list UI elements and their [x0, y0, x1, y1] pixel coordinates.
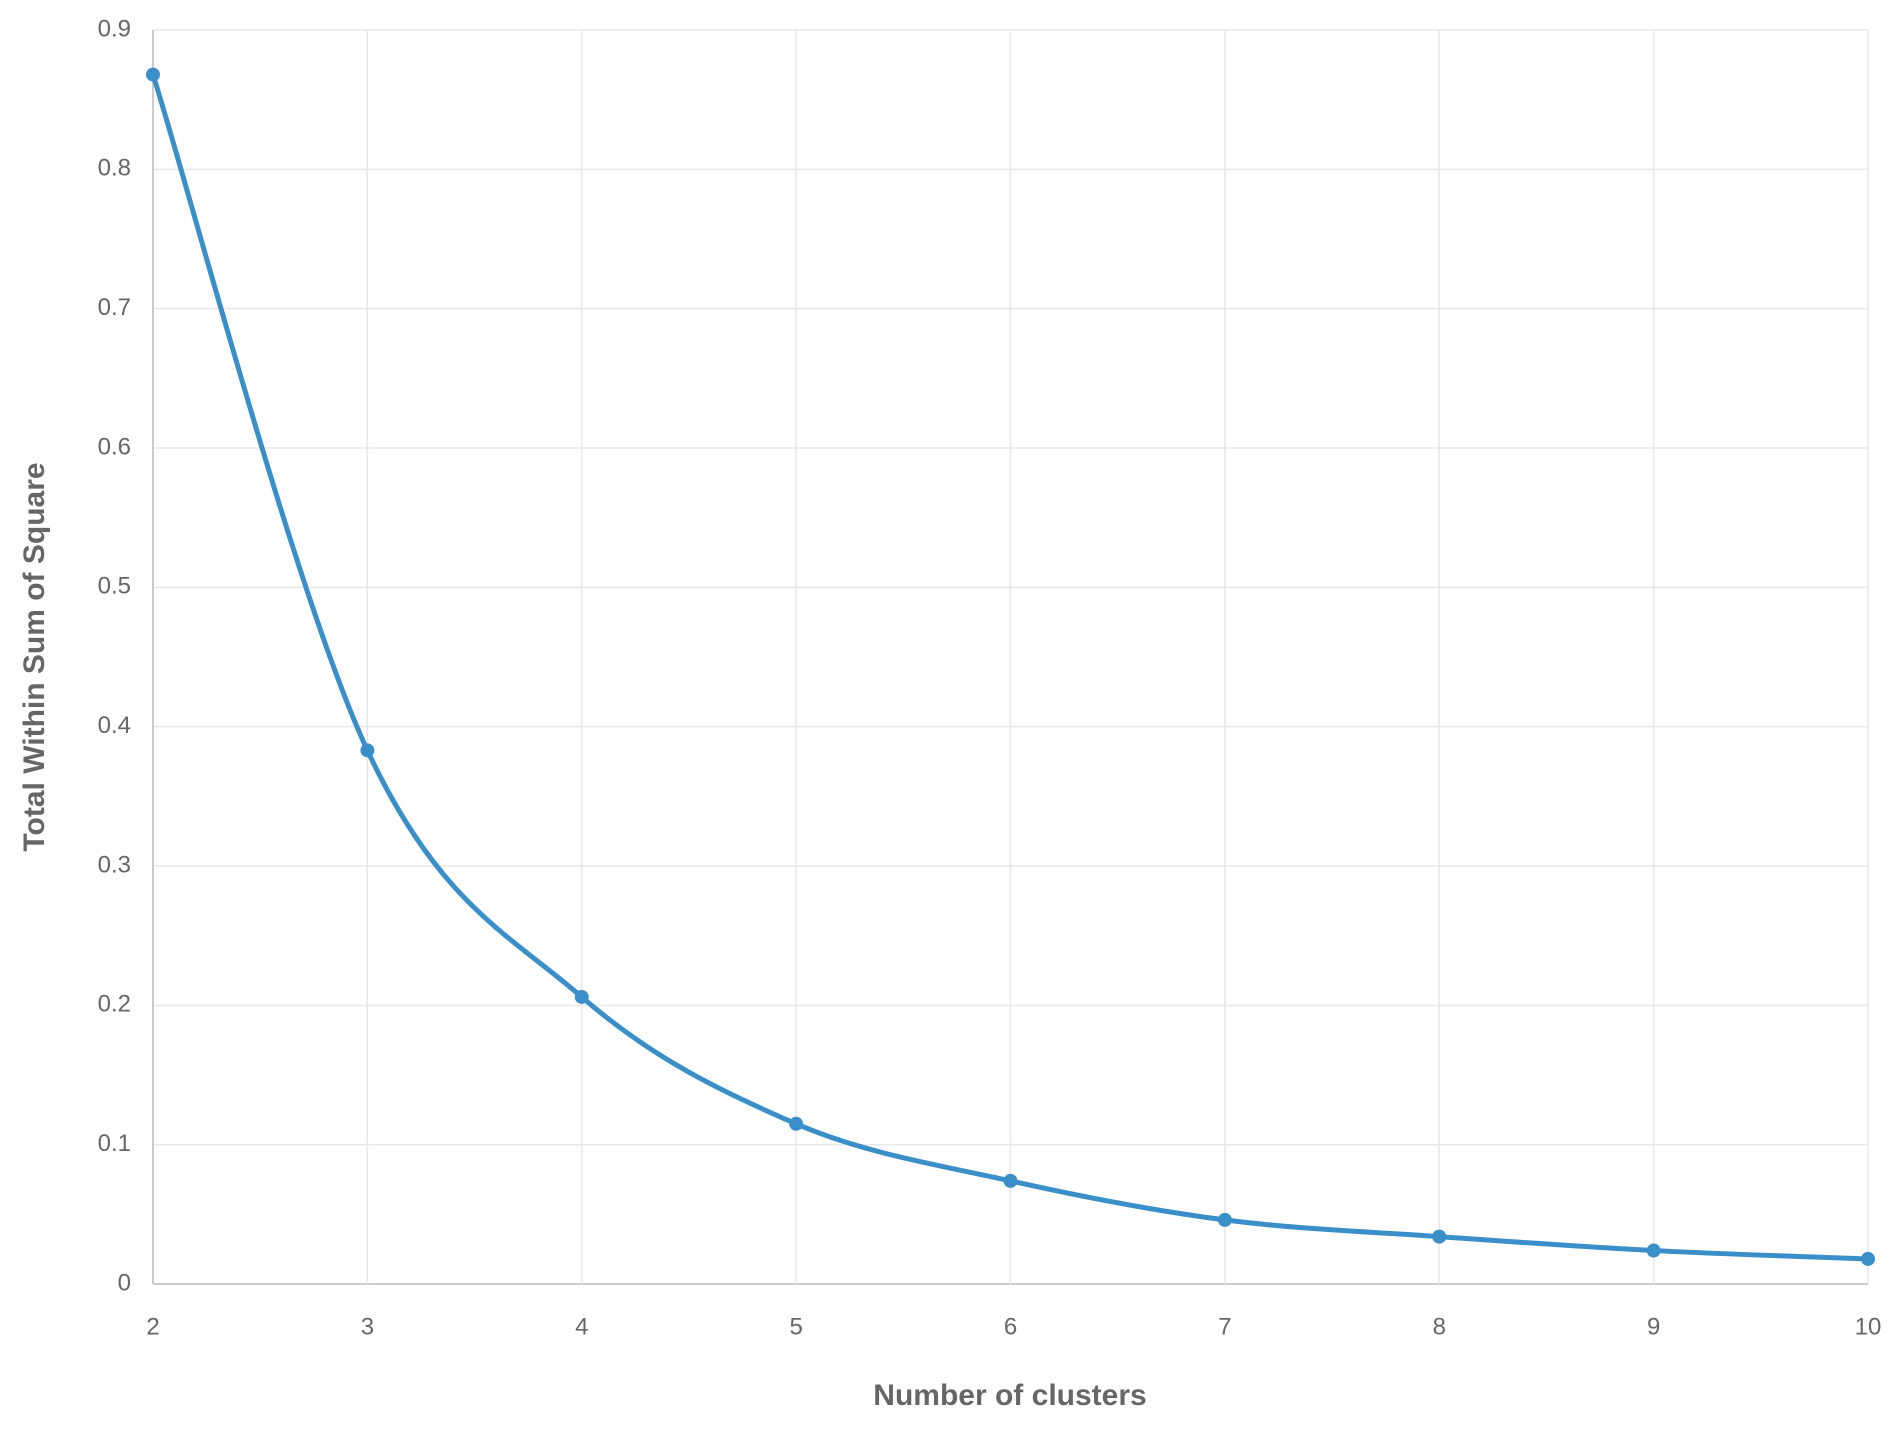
y-tick-label: 0.5	[98, 573, 131, 600]
y-tick-label: 0.8	[98, 155, 131, 182]
line	[150, 73, 1869, 1262]
y-axis-title: Total Within Sum of Square	[18, 462, 51, 851]
x-tick-label: 6	[1004, 1313, 1017, 1340]
x-tick-label: 3	[361, 1313, 374, 1340]
point	[1646, 1243, 1661, 1258]
point	[360, 743, 375, 758]
x-tick-label: 2	[146, 1313, 159, 1340]
x-tick-label: 8	[1433, 1313, 1446, 1340]
x-tick-label: 9	[1647, 1313, 1660, 1340]
y-tick-label: 0.7	[98, 294, 131, 321]
x-tick-label: 7	[1218, 1313, 1231, 1340]
point	[146, 67, 160, 82]
y-tick-label: 0.1	[98, 1130, 131, 1157]
x-axis-title: Number of clusters	[873, 1379, 1146, 1412]
y-tick-label: 0.3	[98, 851, 131, 878]
point	[1003, 1173, 1018, 1188]
point	[574, 989, 589, 1004]
x-tick-label: 4	[575, 1313, 588, 1340]
x-tick-label: 5	[789, 1313, 802, 1340]
point	[1217, 1212, 1232, 1227]
y-tick-label: 0.9	[98, 15, 131, 42]
y-tick-label: 0.2	[98, 991, 131, 1018]
x-tick-label: 10	[1855, 1313, 1882, 1340]
y-tick-label: 0.6	[98, 433, 131, 460]
point	[1861, 1251, 1875, 1266]
point	[1432, 1229, 1447, 1244]
y-tick-label: 0.4	[98, 712, 131, 739]
point	[789, 1116, 804, 1131]
y-tick-label: 0	[118, 1269, 131, 1296]
